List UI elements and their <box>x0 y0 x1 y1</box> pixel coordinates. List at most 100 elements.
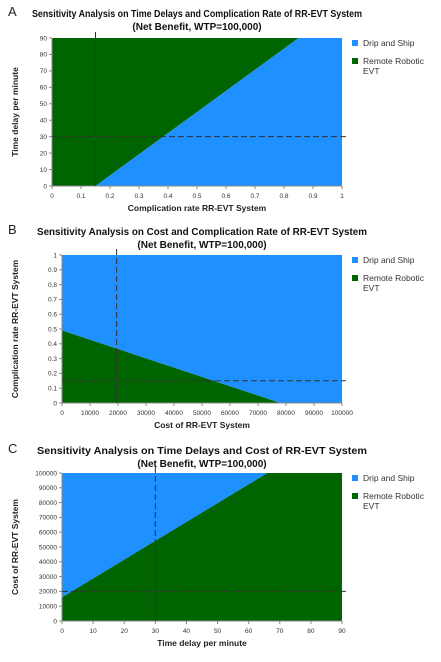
legend-label-line: EVT <box>363 66 380 76</box>
y-tick-label: 0 <box>53 400 57 407</box>
legend-label-line: EVT <box>363 501 380 511</box>
x-tick-label: 60 <box>245 628 253 635</box>
y-tick-label: 80 <box>40 52 48 59</box>
y-tick-label: 40 <box>40 118 48 125</box>
legend-label-remote-robotic-evt: Remote Robotic EVT <box>363 56 425 76</box>
chart-subtitle: (Net Benefit, WTP=100,000) <box>132 22 261 33</box>
y-axis-label: Complication rate RR-EVT System <box>10 259 20 398</box>
x-tick-label: 0.5 <box>192 193 201 200</box>
y-tick-label: 0 <box>53 618 57 625</box>
y-tick-label: 10000 <box>39 604 57 611</box>
y-tick-label: 30000 <box>39 574 57 581</box>
y-tick-label: 90000 <box>39 485 57 492</box>
x-tick-label: 0.1 <box>76 193 85 200</box>
y-tick-label: 0.8 <box>48 282 57 289</box>
x-tick-label: 0.2 <box>105 193 114 200</box>
x-axis-label: Cost of RR-EVT System <box>154 420 250 430</box>
panel-letter: B <box>8 222 17 237</box>
x-tick-label: 0 <box>60 410 64 417</box>
legend-swatch-drip-and-ship <box>352 475 358 481</box>
x-tick-label: 90 <box>338 628 346 635</box>
region-remote-robotic-evt <box>62 473 342 621</box>
chart-panel-b: B Sensitivity Analysis on Cost and Compli… <box>8 222 425 430</box>
x-tick-label: 0.4 <box>163 193 172 200</box>
x-tick-label: 70000 <box>249 410 267 417</box>
y-tick-label: 0.5 <box>48 326 57 333</box>
y-tick-label: 10 <box>40 167 48 174</box>
x-tick-label: 90000 <box>305 410 323 417</box>
y-tick-label: 50000 <box>39 544 57 551</box>
y-tick-label: 0.9 <box>48 267 57 274</box>
y-tick-label: 100000 <box>35 470 57 477</box>
y-tick-label: 50 <box>40 101 48 108</box>
region-drip-and-ship <box>62 255 342 403</box>
legend-label-drip-and-ship: Drip and Ship <box>363 38 415 48</box>
chart-panel-a: A Sensitivity Analysis on Time Delays and… <box>8 4 425 213</box>
legend-swatch-remote-robotic-evt <box>352 58 358 64</box>
chart-panel-c: C Sensitivity Analysis on Time Delays and… <box>8 441 425 648</box>
legend-label-line: Remote Robotic <box>363 273 425 283</box>
legend-label-drip-and-ship: Drip and Ship <box>363 255 415 265</box>
y-tick-label: 1 <box>53 252 57 259</box>
x-tick-label: 0.7 <box>250 193 259 200</box>
x-tick-label: 0.3 <box>134 193 143 200</box>
x-tick-label: 80000 <box>277 410 295 417</box>
chart-title: Sensitivity Analysis on Time Delays and … <box>32 8 362 20</box>
y-axis-label: Cost of RR-EVT System <box>10 499 20 595</box>
x-tick-label: 0.9 <box>308 193 317 200</box>
y-tick-label: 0.3 <box>48 356 57 363</box>
y-tick-label: 0.6 <box>48 312 57 319</box>
x-tick-label: 1 <box>340 193 344 200</box>
x-axis-label: Complication rate RR-EVT System <box>128 203 267 213</box>
x-tick-label: 10 <box>89 628 97 635</box>
x-tick-label: 40 <box>183 628 191 635</box>
x-tick-label: 0 <box>50 193 54 200</box>
x-tick-label: 40000 <box>165 410 183 417</box>
x-tick-label: 50 <box>214 628 222 635</box>
chart-title: Sensitivity Analysis on Cost and Complic… <box>37 226 367 238</box>
y-tick-label: 90 <box>40 35 48 42</box>
legend-label-line: Remote Robotic <box>363 491 425 501</box>
y-tick-label: 80000 <box>39 500 57 507</box>
legend-label-line: EVT <box>363 283 380 293</box>
y-tick-label: 0.4 <box>48 341 57 348</box>
y-tick-label: 0.2 <box>48 371 57 378</box>
x-tick-label: 0.8 <box>279 193 288 200</box>
legend-label-drip-and-ship: Drip and Ship <box>363 473 415 483</box>
y-tick-label: 70 <box>40 68 48 75</box>
legend-swatch-drip-and-ship <box>352 40 358 46</box>
x-tick-label: 30 <box>152 628 160 635</box>
y-tick-label: 40000 <box>39 559 57 566</box>
legend-swatch-remote-robotic-evt <box>352 275 358 281</box>
y-axis-label: Time delay per minute <box>10 67 20 157</box>
y-tick-label: 0 <box>43 183 47 190</box>
y-tick-label: 70000 <box>39 515 57 522</box>
x-tick-label: 70 <box>276 628 284 635</box>
y-tick-label: 0.1 <box>48 386 57 393</box>
y-tick-label: 20000 <box>39 589 57 596</box>
x-tick-label: 0.6 <box>221 193 230 200</box>
chart-subtitle: (Net Benefit, WTP=100,000) <box>137 459 266 470</box>
y-tick-label: 60000 <box>39 530 57 537</box>
y-tick-label: 30 <box>40 134 48 141</box>
region-remote-robotic-evt <box>52 38 299 186</box>
x-tick-label: 20000 <box>109 410 127 417</box>
legend-label-remote-robotic-evt: Remote Robotic EVT <box>363 491 425 511</box>
x-tick-label: 20 <box>121 628 129 635</box>
y-tick-label: 20 <box>40 150 48 157</box>
panel-letter: C <box>8 441 17 456</box>
x-tick-label: 10000 <box>81 410 99 417</box>
legend-swatch-drip-and-ship <box>352 257 358 263</box>
x-tick-label: 60000 <box>221 410 239 417</box>
x-tick-label: 0 <box>60 628 64 635</box>
panel-letter: A <box>8 4 17 19</box>
legend-label-remote-robotic-evt: Remote Robotic EVT <box>363 273 425 293</box>
y-tick-label: 0.7 <box>48 297 57 304</box>
legend-swatch-remote-robotic-evt <box>352 493 358 499</box>
region-drip-and-ship <box>62 473 268 598</box>
x-tick-label: 80 <box>307 628 315 635</box>
region-drip-and-ship <box>95 38 342 186</box>
x-axis-label: Time delay per minute <box>157 638 247 648</box>
chart-title: Sensitivity Analysis on Time Delays and … <box>37 445 367 457</box>
